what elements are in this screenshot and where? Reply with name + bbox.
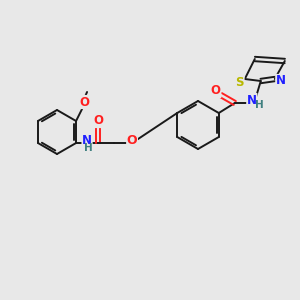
Text: N: N [247,94,257,106]
Text: N: N [82,134,92,148]
Text: H: H [84,143,92,153]
Text: O: O [79,95,89,109]
Text: O: O [211,85,221,98]
Text: H: H [255,100,264,110]
Text: O: O [127,134,137,148]
Text: S: S [236,76,244,88]
Text: N: N [276,74,286,88]
Text: O: O [93,115,103,128]
